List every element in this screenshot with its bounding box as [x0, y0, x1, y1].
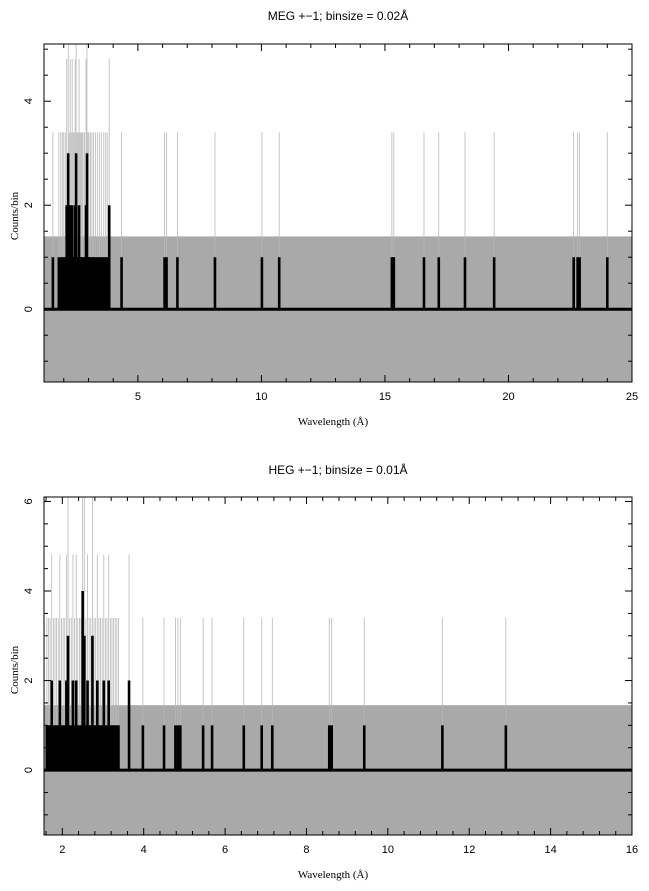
meg-x-tick-label: 10 — [255, 391, 267, 403]
meg-ylabel: Counts/bin — [9, 191, 21, 240]
heg-x-tick-label: 14 — [544, 844, 556, 856]
heg-panel: HEG +−1; binsize = 0.01Å Counts/bin Wave… — [9, 462, 638, 881]
heg-x-tick-label: 4 — [141, 844, 147, 856]
heg-plot-area: 2 4 6 8 10 12 14 16 0 2 4 6 — [23, 496, 638, 856]
heg-y-tick-label: 4 — [23, 588, 35, 594]
meg-title: MEG +−1; binsize = 0.02Å — [268, 8, 408, 23]
meg-x-tick-label: 15 — [379, 391, 391, 403]
heg-x-tick-label: 16 — [626, 844, 638, 856]
meg-y-tick-label: 2 — [23, 202, 35, 208]
heg-title: HEG +−1; binsize = 0.01Å — [268, 462, 407, 477]
meg-x-tick-label: 5 — [135, 391, 141, 403]
meg-panel: MEG +−1; binsize = 0.02Å Counts/bin Wave… — [9, 8, 638, 428]
heg-ylabel: Counts/bin — [9, 645, 21, 694]
heg-xlabel: Wavelength (Å) — [298, 869, 369, 881]
meg-x-tick-label: 25 — [626, 391, 638, 403]
heg-x-tick-label: 12 — [463, 844, 475, 856]
meg-axes-frame — [43, 43, 633, 383]
heg-y-tick-label: 6 — [23, 498, 35, 504]
heg-axes-frame — [43, 496, 633, 836]
meg-x-tick-label: 20 — [502, 391, 514, 403]
meg-y-tick-label: 0 — [23, 306, 35, 312]
meg-plot-area: 5 10 15 20 25 0 2 4 — [23, 43, 638, 403]
meg-xlabel: Wavelength (Å) — [298, 416, 369, 428]
heg-y-tick-label: 2 — [23, 677, 35, 683]
meg-y-tick-label: 4 — [23, 98, 35, 104]
heg-y-tick-label: 0 — [23, 767, 35, 773]
heg-x-tick-label: 6 — [222, 844, 228, 856]
heg-x-tick-label: 10 — [382, 844, 394, 856]
heg-x-tick-label: 8 — [303, 844, 309, 856]
heg-x-tick-label: 2 — [59, 844, 65, 856]
